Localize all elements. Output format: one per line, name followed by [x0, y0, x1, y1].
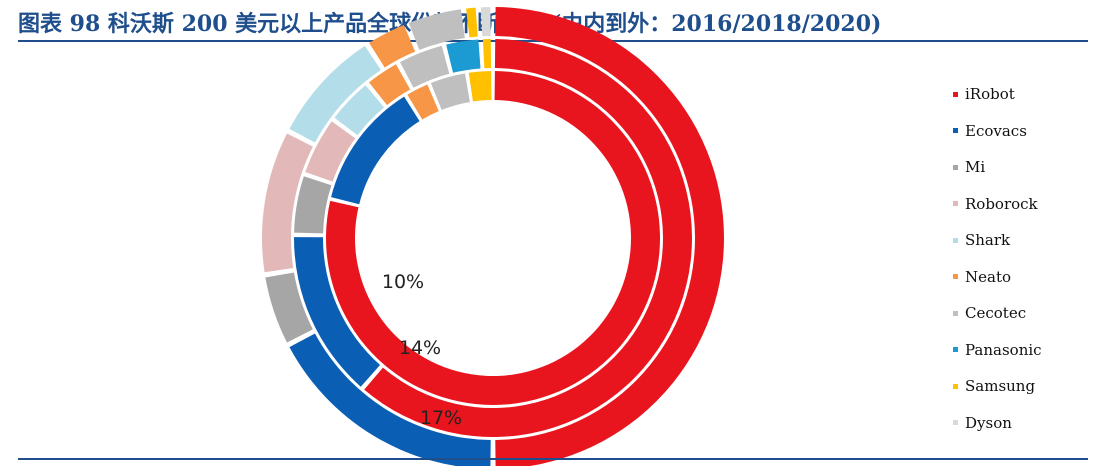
data-label-2020: 17% [420, 407, 462, 429]
legend-swatch [953, 347, 958, 353]
legend-label: Panasonic [965, 340, 1042, 359]
data-label-2018: 14% [399, 337, 441, 359]
legend-label: Dyson [965, 413, 1012, 432]
slice-2018-neato [368, 64, 411, 106]
legend-item-neato: Neato [953, 259, 1042, 296]
legend-item-cecotec: Cecotec [953, 295, 1042, 332]
legend-label: Ecovacs [965, 121, 1027, 140]
chart-legend: iRobot Ecovacs Mi Roborock Shark Neato Cecotec… [953, 76, 1042, 441]
slice-2020-dyson [480, 7, 491, 37]
slice-2020-cecotec [408, 9, 465, 50]
legend-swatch [953, 310, 958, 316]
legend-swatch [953, 128, 958, 134]
legend-swatch [953, 201, 958, 207]
slice-2018-shark [334, 85, 385, 136]
bottom-divider [18, 458, 1088, 460]
legend-label: iRobot [965, 85, 1015, 104]
slice-2016-neato [407, 84, 439, 120]
legend-label: Cecotec [965, 304, 1027, 323]
slice-2018-panasonic [446, 39, 481, 73]
slice-2020-roborock [262, 133, 313, 273]
legend-swatch [953, 164, 958, 170]
slice-2018-mi [294, 176, 332, 234]
legend-swatch [953, 383, 958, 389]
slice-2020-mi [265, 272, 313, 343]
slice-2020-irobot [495, 7, 724, 466]
slice-2020-shark [289, 45, 381, 143]
slice-2018-ecovacs [294, 237, 381, 387]
legend-swatch [953, 420, 958, 426]
legend-label: Roborock [965, 194, 1038, 213]
legend-swatch [953, 237, 958, 243]
legend-swatch [953, 91, 958, 97]
legend-swatch [953, 274, 958, 280]
slice-2018-cecotec [399, 45, 450, 88]
legend-label: Samsung [965, 377, 1036, 396]
slice-2020-ecovacs [289, 333, 491, 466]
slice-2016-cecotec [430, 73, 470, 110]
slice-2018-roborock [305, 121, 356, 182]
legend-item-roborock: Roborock [953, 186, 1042, 223]
legend-label: Shark [965, 231, 1011, 250]
legend-item-shark: Shark [953, 222, 1042, 259]
data-label-2016: 10% [382, 271, 424, 293]
legend-label: Mi [965, 158, 986, 177]
legend-item-panasonic: Panasonic [953, 332, 1042, 369]
legend-item-dyson: Dyson [953, 405, 1042, 442]
legend-item-irobot: iRobot [953, 76, 1042, 113]
legend-item-mi: Mi [953, 149, 1042, 186]
slice-2016-ecovacs [331, 96, 420, 205]
slice-2018-irobot [364, 39, 692, 438]
slice-2020-samsung [466, 7, 478, 38]
slice-2020-neato [369, 24, 416, 68]
legend-label: Neato [965, 267, 1012, 286]
legend-item-samsung: Samsung [953, 368, 1042, 405]
slice-2016-samsung [468, 71, 492, 102]
slice-2018-samsung [482, 39, 492, 69]
legend-item-ecovacs: Ecovacs [953, 113, 1042, 150]
